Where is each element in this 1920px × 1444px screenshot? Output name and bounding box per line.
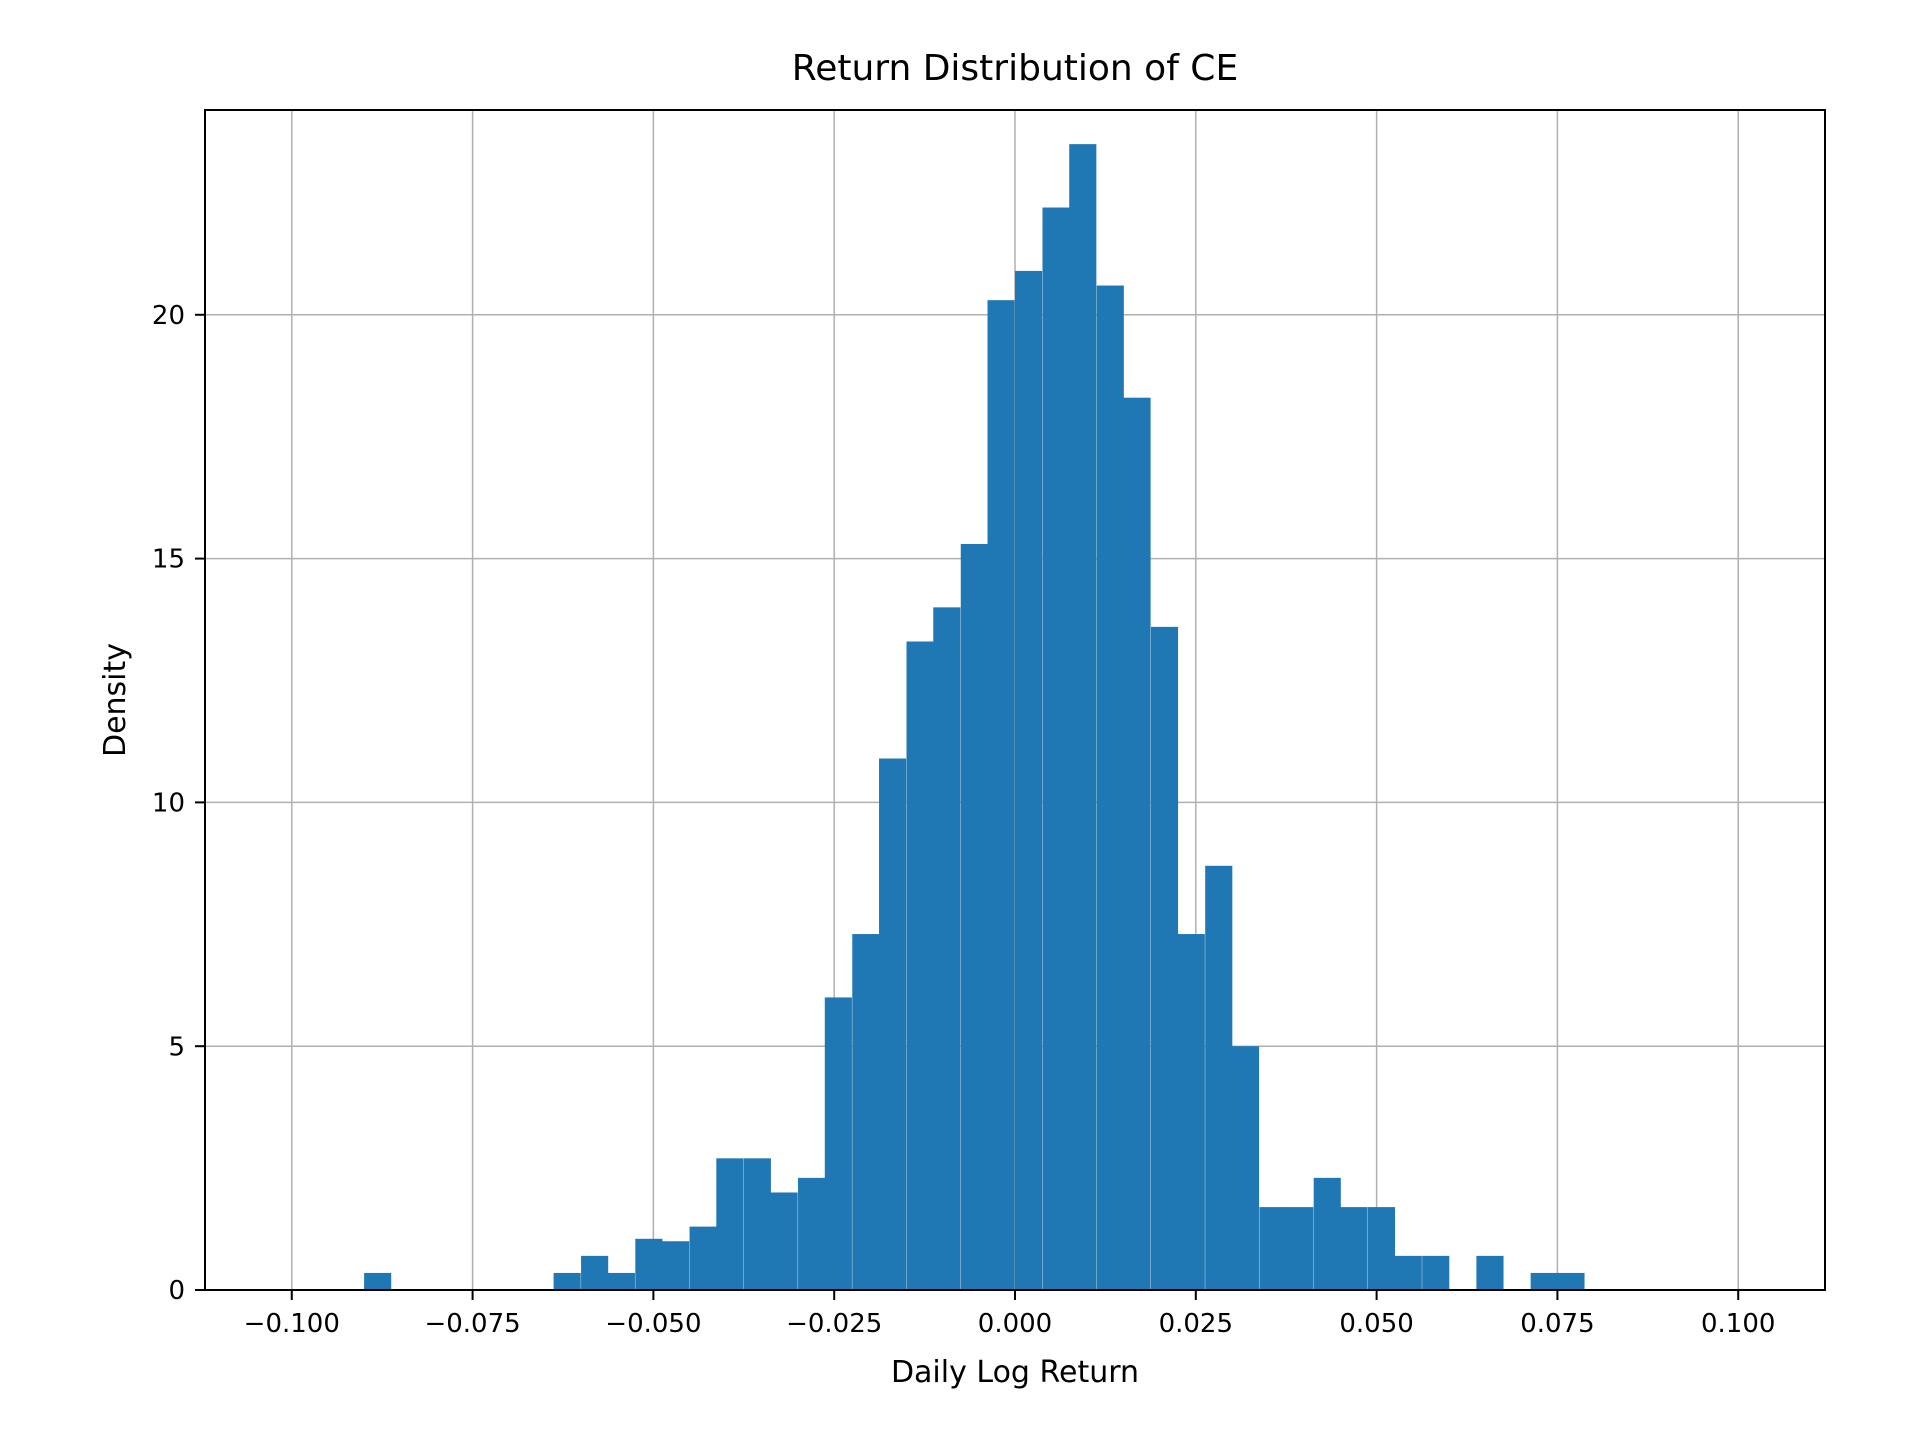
histogram-bar — [1314, 1178, 1341, 1290]
y-tick-label: 5 — [168, 1032, 185, 1062]
histogram-bar — [1069, 144, 1096, 1290]
x-tick-label: 0.075 — [1520, 1309, 1594, 1339]
x-tick-label: 0.000 — [978, 1309, 1052, 1339]
histogram-bar — [988, 300, 1015, 1290]
histogram-bar — [1476, 1256, 1503, 1290]
x-tick-label: −0.025 — [786, 1309, 882, 1339]
histogram-bar — [771, 1192, 798, 1290]
histogram-bar — [1259, 1207, 1286, 1290]
y-tick-label: 10 — [152, 788, 185, 818]
y-tick-label: 15 — [152, 545, 185, 575]
histogram-bar — [1395, 1256, 1422, 1290]
y-tick-label: 20 — [152, 301, 185, 331]
histogram-chart: −0.100 −0.075 −0.050 −0.025 0.000 0.025 0.050 0… — [0, 0, 1920, 1440]
x-tick-label: −0.050 — [605, 1309, 701, 1339]
histogram-bar — [1286, 1207, 1313, 1290]
histogram-bar — [662, 1241, 689, 1290]
x-tick-label: 0.100 — [1701, 1309, 1775, 1339]
histogram-bar — [1205, 866, 1232, 1290]
histogram-bar — [744, 1158, 771, 1290]
y-tick-label: 0 — [168, 1276, 185, 1306]
histogram-bar — [1531, 1273, 1558, 1290]
histogram-bar — [1042, 208, 1069, 1290]
x-tick-label: −0.100 — [244, 1309, 340, 1339]
histogram-bar — [1097, 286, 1124, 1290]
x-tick-label: −0.075 — [424, 1309, 520, 1339]
histogram-bar — [635, 1239, 662, 1290]
x-tick-label: 0.025 — [1159, 1309, 1233, 1339]
histogram-bar — [1151, 627, 1178, 1290]
histogram-bar — [1123, 398, 1150, 1290]
histogram-bar — [1557, 1273, 1584, 1290]
histogram-bar — [1422, 1256, 1449, 1290]
histogram-bar — [581, 1256, 608, 1290]
histogram-bar — [825, 997, 852, 1290]
histogram-bar — [364, 1273, 391, 1290]
histogram-bar — [716, 1158, 743, 1290]
histogram-bar — [1232, 1046, 1259, 1290]
histogram-bar — [852, 934, 879, 1290]
histogram-bar — [1015, 271, 1042, 1290]
histogram-bar — [1178, 934, 1205, 1290]
histogram-bar — [690, 1227, 717, 1290]
x-axis-label: Daily Log Return — [891, 1355, 1139, 1390]
histogram-bar — [608, 1273, 635, 1290]
y-axis-label: Density — [98, 643, 133, 757]
histogram-bar — [798, 1178, 825, 1290]
chart-container: −0.100 −0.075 −0.050 −0.025 0.000 0.025 0.050 0… — [0, 0, 1920, 1440]
histogram-bar — [554, 1273, 581, 1290]
histogram-bar — [1368, 1207, 1395, 1290]
histogram-bar — [933, 607, 960, 1290]
histogram-bar — [961, 544, 988, 1290]
chart-title: Return Distribution of CE — [792, 48, 1238, 89]
x-tick-label: 0.050 — [1339, 1309, 1413, 1339]
histogram-bar — [879, 759, 906, 1290]
histogram-bar — [1340, 1207, 1367, 1290]
histogram-bar — [907, 641, 934, 1290]
